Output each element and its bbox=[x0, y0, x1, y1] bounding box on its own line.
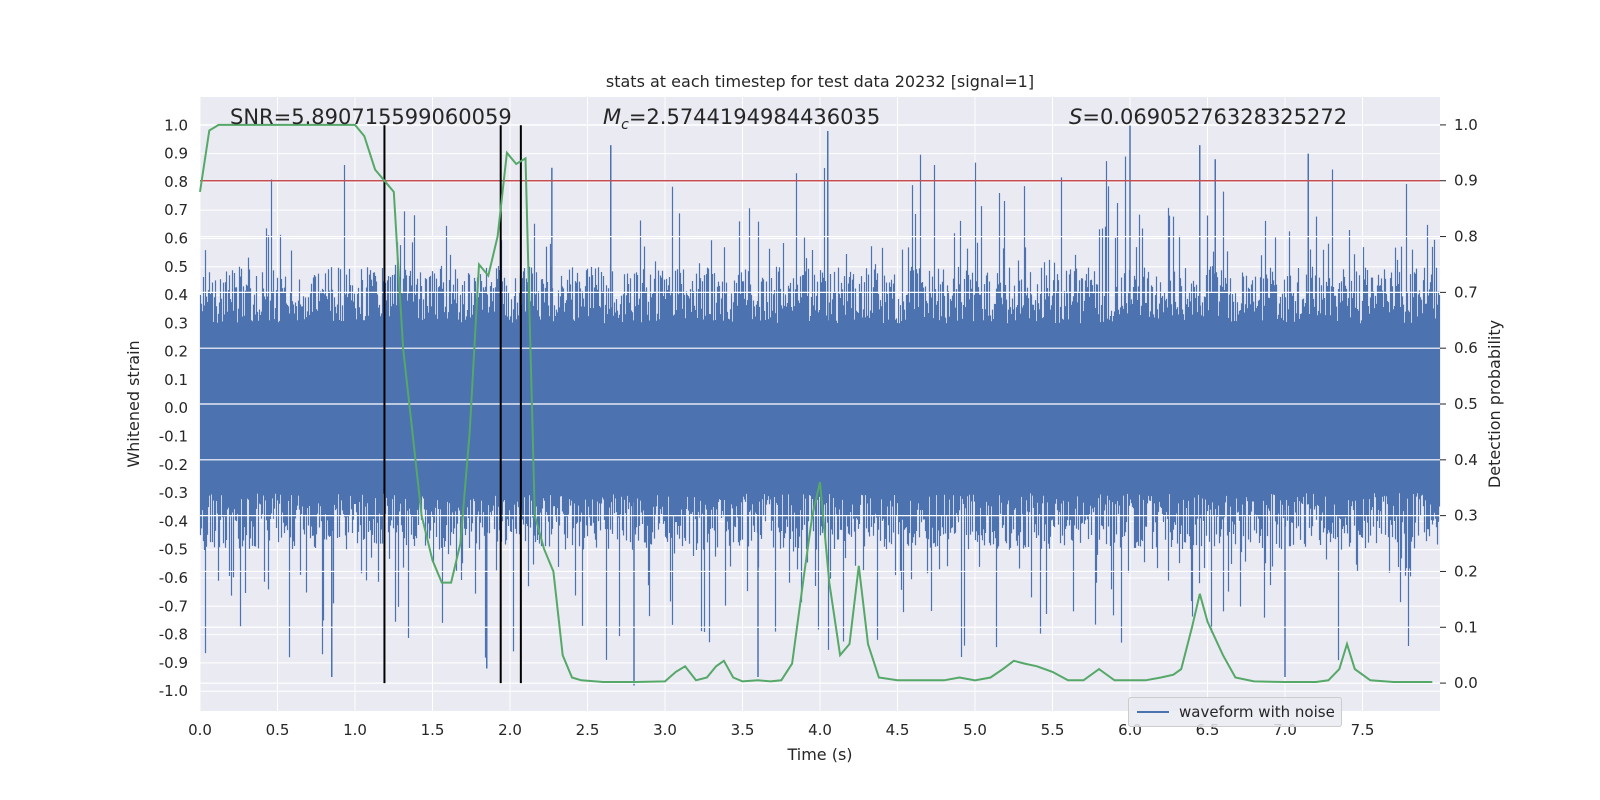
y-tick-label-left: 0.2 bbox=[164, 343, 188, 361]
y-tick-label-left: -0.9 bbox=[159, 654, 188, 672]
y-tick-label-left: 0.1 bbox=[164, 371, 188, 389]
x-axis-label: Time (s) bbox=[786, 745, 852, 764]
y-tick-label-left: -0.3 bbox=[159, 484, 188, 502]
y-tick-label-left: -0.4 bbox=[159, 512, 188, 530]
snr-annotation: SNR=5.890715599060059 bbox=[230, 105, 512, 129]
x-tick-label: 5.5 bbox=[1041, 721, 1065, 739]
y-tick-label-left: 0.0 bbox=[164, 399, 188, 417]
y-tick-label-left: -0.5 bbox=[159, 541, 188, 559]
x-tick-label: 4.0 bbox=[808, 721, 832, 739]
y-tick-label-right: 0.2 bbox=[1454, 562, 1478, 580]
y-tick-label-right: 0.7 bbox=[1454, 283, 1478, 301]
y-tick-label-right: 0.5 bbox=[1454, 395, 1478, 413]
y-tick-label-left: -0.2 bbox=[159, 456, 188, 474]
x-tick-label: 3.0 bbox=[653, 721, 677, 739]
s-annotation: S=0.06905276328325272 bbox=[1069, 105, 1347, 129]
x-tick-label: 2.5 bbox=[576, 721, 600, 739]
mc-subscript: c bbox=[621, 117, 629, 133]
y-tick-label-left: 0.7 bbox=[164, 201, 188, 219]
y-tick-labels-left: 1.0 0.9 0.8 0.7 0.6 0.5 0.4 0.3 0.2 0.1 0.0 -0.1 -0.… bbox=[159, 116, 188, 700]
y-tick-label-left: -0.1 bbox=[159, 428, 188, 446]
y-tick-label-right: 0.8 bbox=[1454, 228, 1478, 246]
x-tick-label: 0.0 bbox=[188, 721, 212, 739]
y-tick-label-left: 0.3 bbox=[164, 314, 188, 332]
x-tick-label: 3.5 bbox=[731, 721, 755, 739]
legend-line-icon bbox=[1137, 711, 1169, 713]
y-tick-label-right: 0.1 bbox=[1454, 618, 1478, 636]
x-tick-label: 2.0 bbox=[498, 721, 522, 739]
y-tick-label-right: 0.6 bbox=[1454, 339, 1478, 357]
x-tick-label: 5.0 bbox=[963, 721, 987, 739]
chart-title: stats at each timestep for test data 202… bbox=[606, 72, 1034, 91]
legend-label: waveform with noise bbox=[1179, 703, 1335, 721]
detection-probability-line bbox=[199, 123, 1433, 683]
y-tick-label-left: 1.0 bbox=[164, 116, 188, 134]
y-tick-label-left: -0.8 bbox=[159, 626, 188, 644]
y-tick-label-left: 0.9 bbox=[164, 145, 188, 163]
x-tick-label: 7.5 bbox=[1351, 721, 1375, 739]
y-tick-label-right: 1.0 bbox=[1454, 116, 1478, 134]
x-tick-label: 4.5 bbox=[886, 721, 910, 739]
waveform-series bbox=[199, 125, 1441, 686]
y-tick-label-left: 0.4 bbox=[164, 286, 188, 304]
x-tick-label: 1.5 bbox=[421, 721, 445, 739]
y-tick-label-left: -0.6 bbox=[159, 569, 188, 587]
x-tick-label: 0.5 bbox=[266, 721, 290, 739]
y-tick-label-left: -1.0 bbox=[159, 682, 188, 700]
s-value: =0.06905276328325272 bbox=[1082, 105, 1347, 129]
y-tick-label-right: 0.4 bbox=[1454, 451, 1478, 469]
legend: waveform with noise bbox=[1128, 697, 1342, 727]
y-tick-label-left: -0.7 bbox=[159, 597, 188, 615]
mc-value: =2.5744194984436035 bbox=[629, 105, 880, 129]
chirp-mass-annotation: Mc=2.5744194984436035 bbox=[603, 105, 880, 133]
y-axis-label-right: Detection probability bbox=[1485, 320, 1504, 488]
y-tick-label-left: 0.5 bbox=[164, 258, 188, 276]
mc-symbol: M bbox=[603, 105, 621, 129]
y-tick-label-right: 0.3 bbox=[1454, 507, 1478, 525]
y-tick-label-left: 0.8 bbox=[164, 173, 188, 191]
y-tick-labels-right: 1.0 0.9 0.8 0.7 0.6 0.5 0.4 0.3 0.2 0.1 0.0 bbox=[1440, 116, 1478, 692]
y-tick-label-left: 0.6 bbox=[164, 229, 188, 247]
x-tick-label: 1.0 bbox=[343, 721, 367, 739]
y-tick-label-right: 0.9 bbox=[1454, 172, 1478, 190]
s-symbol: S bbox=[1069, 105, 1082, 129]
y-axis-label-left: Whitened strain bbox=[124, 340, 143, 467]
vertical-markers bbox=[383, 125, 522, 684]
y-tick-label-right: 0.0 bbox=[1454, 674, 1478, 692]
